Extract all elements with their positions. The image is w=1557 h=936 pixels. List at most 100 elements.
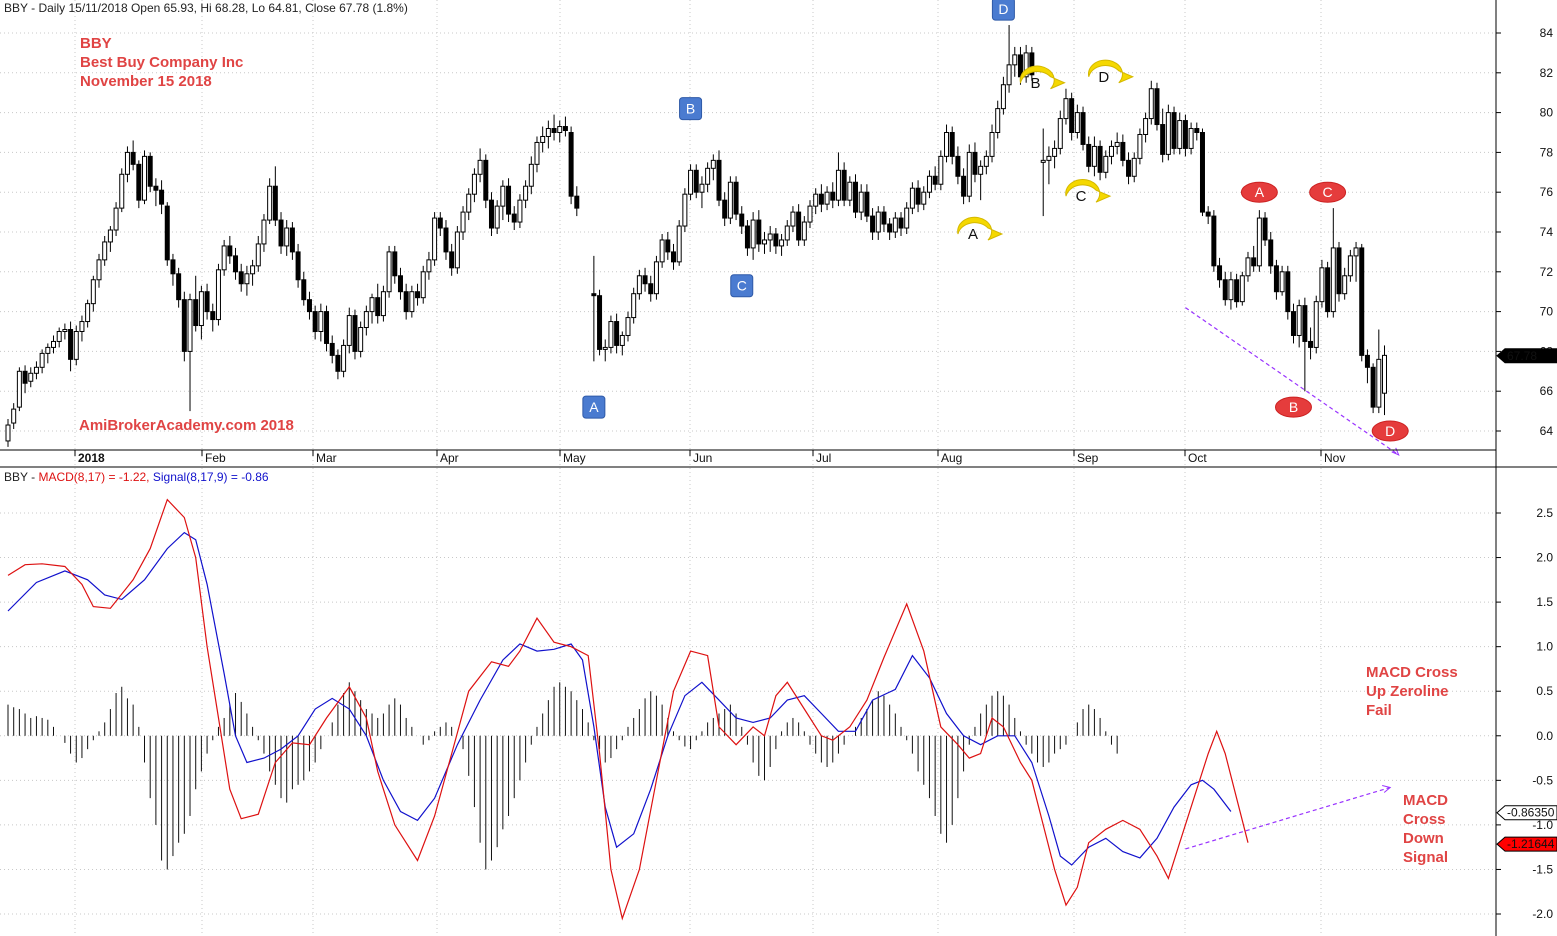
marker-bubble	[957, 216, 1004, 241]
candle-down	[597, 295, 603, 350]
candle-up	[699, 183, 705, 193]
candle-down	[301, 279, 307, 301]
candle-down	[551, 128, 557, 134]
candle-up	[978, 165, 984, 175]
price-tick-label: 74	[1540, 225, 1554, 239]
candle-down	[324, 311, 330, 344]
marker-label: A	[1255, 184, 1265, 200]
candle-up	[454, 231, 460, 269]
candle-up	[1057, 118, 1063, 149]
candle-down	[193, 299, 199, 327]
candle-down	[506, 185, 512, 215]
candle-down	[181, 299, 187, 352]
candle-down	[818, 193, 824, 205]
marker-label: B	[1289, 399, 1298, 415]
candle-down	[915, 187, 921, 205]
candle-up	[255, 243, 261, 267]
candle-down	[415, 291, 421, 299]
candle-down	[1285, 271, 1291, 313]
candle-up	[807, 205, 813, 223]
candle-up	[1143, 118, 1149, 135]
candle-down	[568, 132, 574, 197]
candle-down	[574, 195, 580, 209]
candle-down	[1126, 159, 1132, 177]
candle-down	[147, 155, 153, 187]
candle-down	[1171, 112, 1177, 149]
candle-up	[409, 291, 415, 313]
price-tick-label: 72	[1540, 265, 1554, 279]
candle-down	[1234, 279, 1240, 303]
candle-up	[466, 193, 472, 213]
marker-label: C	[737, 278, 747, 294]
candle-up	[1063, 98, 1069, 120]
macd-header-prefix: BBY -	[4, 470, 38, 484]
candle-down	[22, 370, 28, 384]
candle-down	[1262, 217, 1268, 241]
marker-blue-d: D	[991, 0, 1015, 21]
price-tick-label: 80	[1540, 106, 1554, 120]
candle-up	[39, 352, 45, 368]
x-tick-label: Mar	[316, 451, 337, 465]
candle-down	[841, 169, 847, 201]
candle-down	[312, 311, 318, 333]
candle-down	[898, 217, 904, 229]
candle-up	[784, 225, 790, 241]
candle-up	[369, 297, 375, 313]
candle-down	[1086, 143, 1092, 167]
candle-up	[1046, 155, 1052, 161]
marker-label: D	[1385, 423, 1395, 439]
candle-down	[562, 126, 568, 132]
candle-down	[1160, 124, 1166, 155]
marker-label: D	[1098, 69, 1109, 86]
candle-up	[56, 331, 62, 342]
marker-box	[582, 395, 606, 419]
candle-down	[1205, 211, 1211, 217]
candle-up	[1103, 155, 1109, 173]
marker-label: B	[686, 101, 695, 117]
candle-up	[1376, 358, 1382, 408]
candle-up	[250, 265, 256, 275]
candle-up	[875, 211, 881, 233]
marker-bubble	[1065, 178, 1112, 203]
candle-up	[90, 279, 96, 305]
candle-up	[1228, 279, 1234, 301]
candle-up	[198, 291, 204, 327]
candle-up	[779, 239, 785, 247]
candle-down	[1359, 247, 1365, 356]
candle-down	[1120, 141, 1126, 161]
candle-down	[1194, 128, 1200, 134]
candle-down	[449, 251, 455, 269]
marker-red-c: C	[1309, 181, 1347, 203]
candle-up	[636, 275, 642, 295]
candle-up	[995, 108, 1001, 134]
candle-down	[130, 151, 136, 165]
candle-up	[1330, 247, 1336, 313]
candle-down	[591, 293, 597, 297]
candle-up	[119, 173, 125, 209]
macd-value-tag-text: -1.21644	[1507, 837, 1555, 851]
title-symbol: BBY	[80, 35, 112, 52]
candle-up	[318, 311, 324, 333]
candle-up	[892, 217, 898, 233]
candle-down	[1029, 52, 1035, 76]
x-tick-label: Jul	[816, 451, 831, 465]
macd-note-cross-3: Down	[1403, 830, 1444, 847]
candle-up	[767, 233, 773, 241]
candle-up	[1000, 84, 1006, 110]
signal-value-tag-text: -0.86350	[1507, 806, 1555, 820]
candle-down	[887, 223, 893, 233]
marker-ellipse	[1240, 181, 1278, 203]
candle-down	[1308, 340, 1314, 348]
candle-down	[397, 275, 403, 293]
candle-down	[164, 205, 170, 261]
macd-tick-label: 0.0	[1536, 729, 1553, 743]
title-company: Best Buy Company Inc	[80, 54, 243, 71]
macd-value-tag: -1.21644	[1496, 836, 1557, 852]
candle-down	[881, 211, 887, 225]
marker-label: A	[968, 226, 978, 243]
signal-value-tag: -0.86350	[1496, 805, 1557, 821]
candle-up	[261, 219, 267, 245]
candle-up	[1006, 64, 1012, 86]
